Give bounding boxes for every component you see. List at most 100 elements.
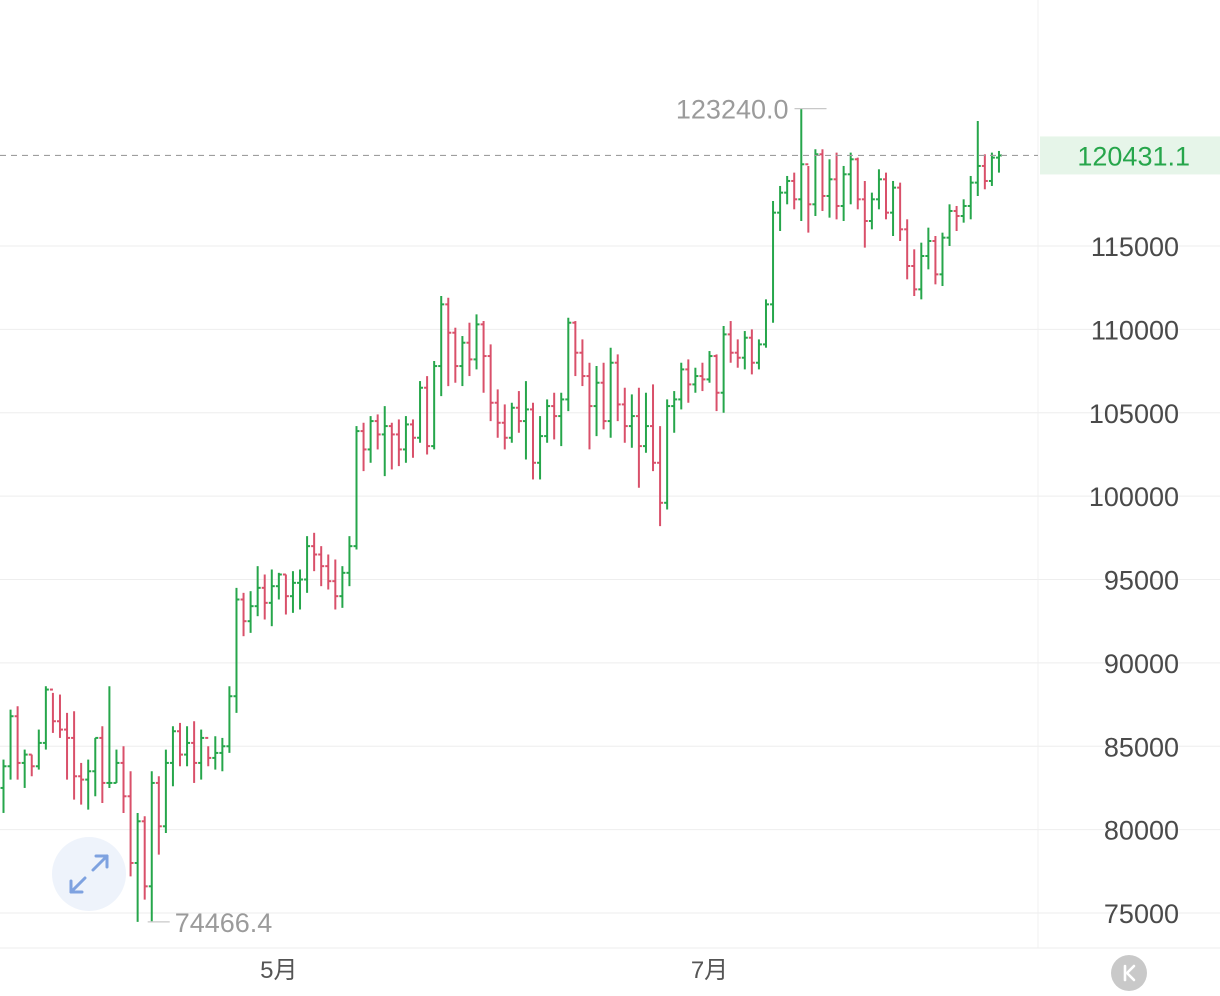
ohlc-bar (494, 389, 501, 438)
ohlc-bar (395, 419, 402, 467)
ohlc-bar (621, 387, 628, 443)
ohlc-bar (56, 694, 63, 738)
ohlc-bar (875, 169, 882, 210)
y-tick-label: 105000 (1089, 399, 1179, 429)
ohlc-bar (635, 387, 642, 488)
ohlc-bar (318, 546, 325, 587)
ohlc-bar (918, 242, 925, 300)
ohlc-bar (219, 737, 226, 772)
ohlc-bar (847, 152, 854, 205)
ohlc-bar (798, 108, 805, 221)
ohlc-bar (819, 149, 826, 211)
ohlc-bar (699, 362, 706, 392)
expand-chart-button[interactable] (52, 837, 126, 911)
ohlc-bar (868, 192, 875, 230)
ohlc-bar (155, 776, 162, 855)
ohlc-bar (607, 347, 614, 438)
ohlc-bar (650, 384, 657, 472)
ohlc-bar (713, 354, 720, 412)
ohlc-bar (92, 736, 99, 797)
ohlc-bar (212, 736, 219, 770)
chevron-left-k-icon (1123, 964, 1136, 982)
ohlc-bar (558, 392, 565, 447)
ohlc-bar (473, 314, 480, 370)
ohlc-bar (614, 354, 621, 422)
ohlc-bar (501, 404, 508, 450)
ohlc-bar (339, 566, 346, 608)
ohlc-bar (374, 414, 381, 450)
ohlc-bar (141, 816, 148, 900)
ohlc-bar (353, 426, 360, 550)
ohlc-bar (854, 157, 861, 210)
ohlc-bar (628, 394, 635, 448)
ohlc-bar (883, 172, 889, 220)
ohlc-bar (417, 381, 424, 443)
ohlc-bar (946, 204, 953, 246)
ohlc-bar (762, 299, 769, 348)
ohlc-bar (346, 536, 353, 587)
expand-arrows-icon (69, 854, 109, 894)
ohlc-bar (642, 392, 649, 453)
ohlc-bar (226, 686, 233, 753)
ohlc-bar (332, 559, 339, 610)
ohlc-bar (247, 591, 254, 633)
y-tick-label: 110000 (1091, 315, 1179, 345)
ohlc-bar (967, 175, 974, 220)
ohlc-bar (99, 726, 106, 803)
ohlc-bar (784, 175, 791, 205)
current-price-tag (1040, 136, 1220, 175)
ohlc-bar (904, 219, 911, 280)
ohlc-bar (466, 322, 473, 377)
ohlc-bar (71, 711, 78, 800)
ohlc-bar (925, 227, 932, 270)
ohlc-bar (113, 749, 120, 784)
ohlc-bar (261, 574, 268, 620)
grid-lines (0, 245, 1220, 914)
ohlc-bar (42, 686, 49, 750)
scroll-to-latest-button[interactable] (1111, 955, 1147, 991)
ohlc-bar (275, 572, 282, 600)
ohlc-bar (960, 199, 967, 223)
ohlc-bar (282, 573, 289, 615)
ohlc-bar (191, 721, 198, 783)
ohlc-bar (657, 426, 664, 527)
ohlc-bar (515, 391, 522, 433)
ohlc-bar (106, 686, 113, 788)
low-annotation-label: 74466.4 (175, 908, 273, 938)
ohlc-bar (974, 120, 981, 196)
ohlc-bar (487, 344, 494, 422)
ohlc-bar (388, 422, 395, 470)
ohlc-bar (198, 729, 205, 780)
y-tick-label: 90000 (1104, 649, 1179, 679)
ohlc-bar (169, 726, 176, 787)
ohlc-bar (664, 399, 671, 510)
ohlc-bar (748, 329, 755, 375)
ohlc-bar (995, 150, 1002, 173)
ohlc-bar (424, 376, 431, 455)
ohlc-bar (78, 762, 85, 805)
ohlc-bar (21, 749, 28, 788)
x-axis-labels: 5月 7月 (260, 957, 728, 984)
ohlc-bar (812, 149, 819, 216)
ohlc-series (0, 108, 1002, 922)
ohlc-bar (205, 736, 212, 767)
ohlc-bar (840, 165, 847, 221)
ohlc-bar (911, 249, 918, 297)
ohlc-bar (692, 367, 699, 393)
ohlc-bar (402, 416, 409, 463)
ohlc-bar (685, 359, 692, 403)
ohlc-bar (360, 422, 367, 472)
ohlc-bar (268, 569, 275, 627)
y-tick-label: 85000 (1104, 732, 1179, 762)
ohlc-bar (805, 163, 812, 233)
ohlc-bar (134, 812, 141, 922)
ohlc-bar (727, 321, 734, 363)
ohlc-bar (0, 759, 7, 813)
ohlc-bar (459, 336, 466, 387)
ohlc-bar (551, 392, 558, 440)
ohlc-bar (988, 152, 995, 186)
ohlc-bar (565, 317, 572, 412)
ohlc-bar (325, 554, 332, 590)
ohlc-bar (297, 569, 304, 610)
